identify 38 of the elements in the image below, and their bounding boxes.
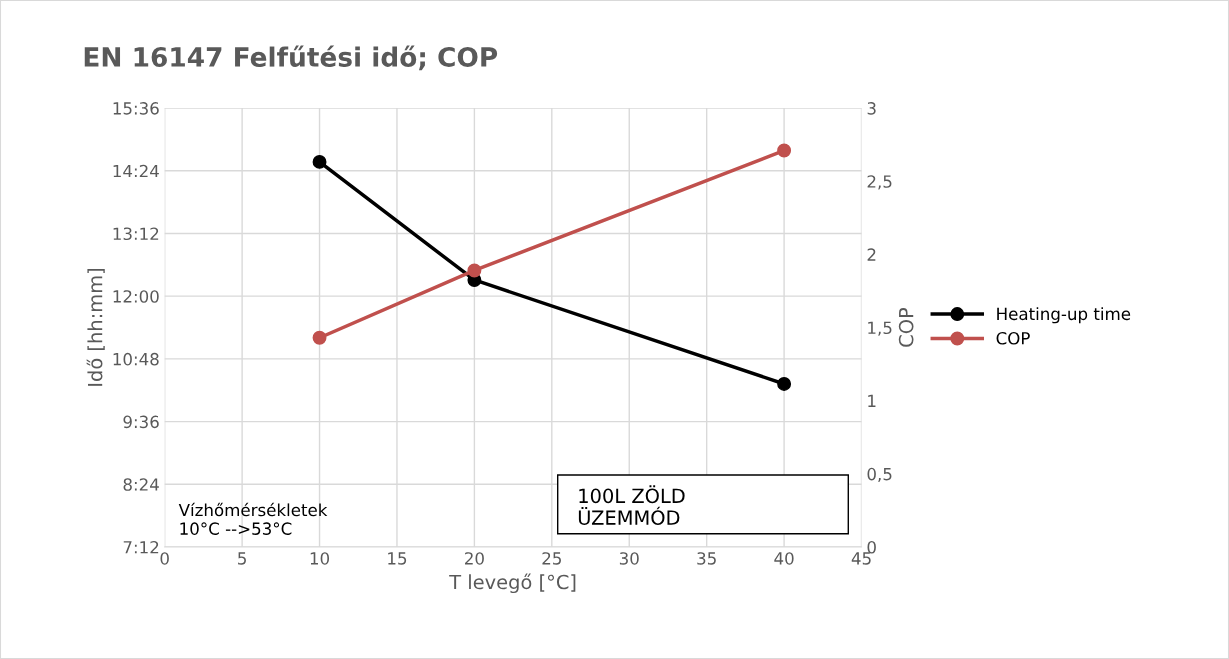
x-tick-label: 0 xyxy=(160,552,169,565)
point xyxy=(777,377,792,391)
x-tick-label: 45 xyxy=(851,552,871,565)
y-tick-label: 9:36 xyxy=(123,415,159,429)
y-tick-label: 7:12 xyxy=(123,540,159,554)
x-tick-label: 35 xyxy=(697,552,716,565)
y-tick-label: 13:12 xyxy=(113,227,159,241)
y2-tick-label: 1 xyxy=(868,394,876,407)
y-tick-label: 15:36 xyxy=(113,102,159,115)
y-tick-label: 14:24 xyxy=(113,164,159,178)
y-tick-label: 8:24 xyxy=(123,478,159,491)
annotation: Vízhőmérsékletek 10°C -->53°C xyxy=(178,502,328,535)
x-tick-label: 10 xyxy=(310,552,330,565)
chart-title: EN 16147 Felfűtési idő; COP xyxy=(84,45,498,71)
legend-label: Heating-up time xyxy=(997,307,1131,324)
y2-tick-label: 1,5 xyxy=(868,321,892,336)
point xyxy=(777,143,792,158)
y2-tick-label: 2,5 xyxy=(867,175,892,190)
x-tick-label: 20 xyxy=(465,552,484,565)
point xyxy=(312,154,327,169)
annotation: 100L ZÖLD ÜZEMMÓD xyxy=(578,485,685,525)
x-tick-label: 30 xyxy=(619,552,639,565)
point xyxy=(312,330,327,345)
legend-label: COP xyxy=(996,331,1030,345)
point xyxy=(467,263,482,278)
x-tick-label: 5 xyxy=(238,552,246,565)
y2-tick-label: 3 xyxy=(867,102,876,115)
y-tick-label: 12:00 xyxy=(113,290,159,303)
x-tick-label: 25 xyxy=(542,552,561,565)
y2-tick-label: 0,5 xyxy=(867,467,892,483)
y2-tick-label: 2 xyxy=(867,248,876,261)
y-axis-title: Idő [hh:mm] xyxy=(86,268,105,386)
x-axis-title: T levegő [°C] xyxy=(449,573,576,594)
x-tick-label: 40 xyxy=(774,552,794,565)
y2-axis-title: COP xyxy=(898,307,914,347)
y2-tick-label: 0 xyxy=(867,540,876,554)
x-tick-label: 15 xyxy=(388,552,407,565)
y-tick-label: 10:48 xyxy=(113,352,159,366)
